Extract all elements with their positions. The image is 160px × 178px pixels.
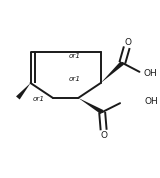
- Polygon shape: [16, 83, 31, 100]
- Text: or1: or1: [33, 96, 45, 102]
- Text: OH: OH: [144, 69, 158, 78]
- Polygon shape: [78, 98, 103, 114]
- Text: OH: OH: [145, 97, 158, 106]
- Text: or1: or1: [68, 75, 80, 82]
- Text: O: O: [124, 38, 132, 46]
- Polygon shape: [101, 61, 124, 83]
- Text: or1: or1: [68, 53, 80, 59]
- Text: O: O: [101, 132, 108, 140]
